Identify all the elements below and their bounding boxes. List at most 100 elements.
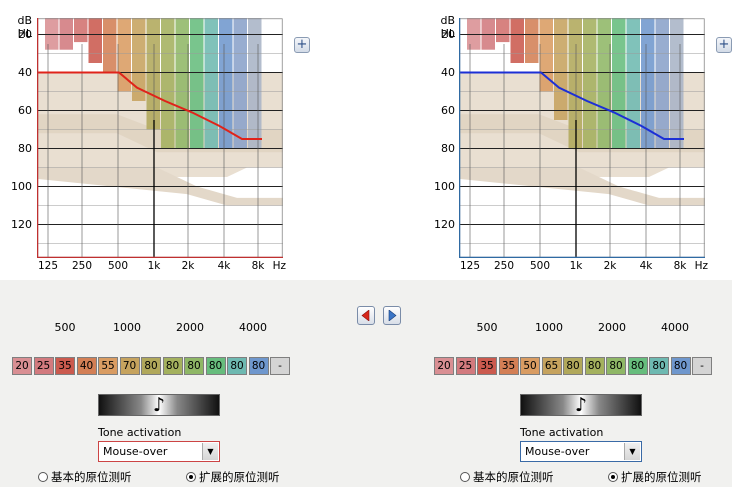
threshold-cell[interactable]: 80 xyxy=(563,357,583,375)
frequency-band-bar xyxy=(219,18,233,149)
x-tick-label: 500 xyxy=(529,260,551,272)
threshold-cell[interactable]: 20 xyxy=(12,357,32,375)
hearing-threshold-line xyxy=(459,71,684,140)
y-tick-label: 20 xyxy=(441,27,455,41)
threshold-cell[interactable]: 25 xyxy=(455,357,476,375)
radio-basic-label: 基本的原位测听 xyxy=(473,470,554,484)
frequency-band-bar xyxy=(626,18,640,149)
y-tick-label: 60 xyxy=(18,103,32,117)
clear-cell-button[interactable]: - xyxy=(270,357,290,375)
zoom-plus-icon[interactable]: + xyxy=(294,37,310,53)
tone-activation-select[interactable]: Mouse-over ▼ xyxy=(98,441,220,462)
y-unit-hl-label: HL xyxy=(440,27,455,40)
y-tick-label: 60 xyxy=(441,103,455,117)
tone-activation-label: Tone activation xyxy=(98,426,182,439)
threshold-cell[interactable]: 50 xyxy=(520,357,540,375)
music-note-icon: ♪ xyxy=(152,394,166,416)
threshold-cell[interactable]: 80 xyxy=(205,357,226,375)
tone-play-bar[interactable]: ♪ xyxy=(520,394,642,416)
y-tick-label: 40 xyxy=(441,65,455,79)
threshold-cell[interactable]: 35 xyxy=(498,357,519,375)
x-tick-label: 250 xyxy=(71,260,93,272)
radio-basic-insitu[interactable]: 基本的原位测听 xyxy=(460,470,554,484)
y-tick-label: 120 xyxy=(11,217,32,231)
tone-activation-value: Mouse-over xyxy=(525,445,590,458)
frequency-band-bar xyxy=(233,18,247,149)
threshold-cell[interactable]: 80 xyxy=(627,357,648,375)
threshold-cell[interactable]: 80 xyxy=(141,357,161,375)
frequency-band-bar xyxy=(641,18,655,149)
x-tick-label: 1k xyxy=(147,260,161,272)
radio-extended-label: 扩展的原位测听 xyxy=(621,470,702,484)
frequency-band-bar xyxy=(103,18,117,73)
threshold-cell[interactable]: 40 xyxy=(76,357,97,375)
clear-cell-button[interactable]: - xyxy=(692,357,712,375)
threshold-cell[interactable]: 55 xyxy=(98,357,118,375)
frequency-band-bar xyxy=(597,18,611,149)
x-tick-label: 125 xyxy=(37,260,59,272)
frequency-label: 1000 xyxy=(113,321,141,334)
radio-circle-selected xyxy=(608,472,618,482)
chevron-down-icon: ▼ xyxy=(202,443,218,460)
x-tick-label: 4k xyxy=(217,260,231,272)
threshold-cell[interactable]: 25 xyxy=(33,357,54,375)
frequency-band-bar xyxy=(568,18,582,149)
frequency-band-bar xyxy=(467,18,481,50)
y-unit-db-label: dB xyxy=(17,14,32,27)
frequency-band-bar xyxy=(45,18,59,50)
x-tick-label: 2k xyxy=(603,260,617,272)
threshold-cell[interactable]: 80 xyxy=(584,357,605,375)
arrow-right-icon xyxy=(388,310,397,321)
threshold-cell[interactable]: 80 xyxy=(649,357,669,375)
threshold-cell[interactable]: 80 xyxy=(184,357,204,375)
radio-circle-selected xyxy=(186,472,196,482)
y-tick-label: 40 xyxy=(18,65,32,79)
frequency-label: 2000 xyxy=(176,321,204,334)
frequency-label: 1000 xyxy=(535,321,563,334)
threshold-cell[interactable]: 80 xyxy=(227,357,247,375)
threshold-cell[interactable]: 70 xyxy=(119,357,140,375)
y-unit-db-label: dB xyxy=(440,14,455,27)
radio-basic-insitu[interactable]: 基本的原位测听 xyxy=(38,470,132,484)
y-tick-label: 80 xyxy=(18,141,32,155)
frequency-band-bar xyxy=(161,18,175,149)
zoom-plus-icon[interactable]: + xyxy=(716,37,732,53)
chevron-down-icon: ▼ xyxy=(624,443,640,460)
threshold-cell[interactable]: 80 xyxy=(670,357,691,375)
threshold-cell[interactable]: 80 xyxy=(162,357,183,375)
threshold-cell[interactable]: 65 xyxy=(541,357,562,375)
threshold-cell[interactable]: 80 xyxy=(248,357,269,375)
frequency-band-bar xyxy=(132,18,146,101)
left-ear-audiogram[interactable] xyxy=(37,18,283,258)
radio-extended-insitu[interactable]: 扩展的原位测听 xyxy=(608,470,702,484)
radio-extended-insitu[interactable]: 扩展的原位测听 xyxy=(186,470,280,484)
threshold-cell[interactable]: 20 xyxy=(434,357,454,375)
previous-ear-button[interactable] xyxy=(357,306,375,325)
radio-circle xyxy=(460,472,470,482)
tone-play-bar[interactable]: ♪ xyxy=(98,394,220,416)
frequency-band-bar xyxy=(481,18,495,50)
frequency-band-bar xyxy=(583,18,597,149)
y-tick-label: 20 xyxy=(18,27,32,41)
tone-activation-value: Mouse-over xyxy=(103,445,168,458)
music-note-icon: ♪ xyxy=(574,394,588,416)
x-unit-label: Hz xyxy=(694,260,708,272)
y-tick-label: 120 xyxy=(434,217,455,231)
threshold-cell[interactable]: 35 xyxy=(477,357,497,375)
frequency-band-bar xyxy=(554,18,568,120)
tone-activation-select[interactable]: Mouse-over ▼ xyxy=(520,441,642,462)
frequency-label: 500 xyxy=(476,321,498,334)
threshold-cell[interactable]: 35 xyxy=(55,357,75,375)
right-ear-audiogram[interactable] xyxy=(459,18,705,258)
x-tick-label: 8k xyxy=(251,260,265,272)
hearing-threshold-line xyxy=(37,71,262,140)
x-tick-label: 4k xyxy=(639,260,653,272)
next-ear-button[interactable] xyxy=(383,306,401,325)
threshold-cell[interactable]: 80 xyxy=(606,357,626,375)
y-tick-label: 80 xyxy=(441,141,455,155)
frequency-band-bar xyxy=(88,18,102,63)
frequency-band-bar xyxy=(175,18,189,149)
frequency-band-bar xyxy=(612,18,626,149)
x-tick-label: 2k xyxy=(181,260,195,272)
frequency-band-bar xyxy=(670,18,684,149)
